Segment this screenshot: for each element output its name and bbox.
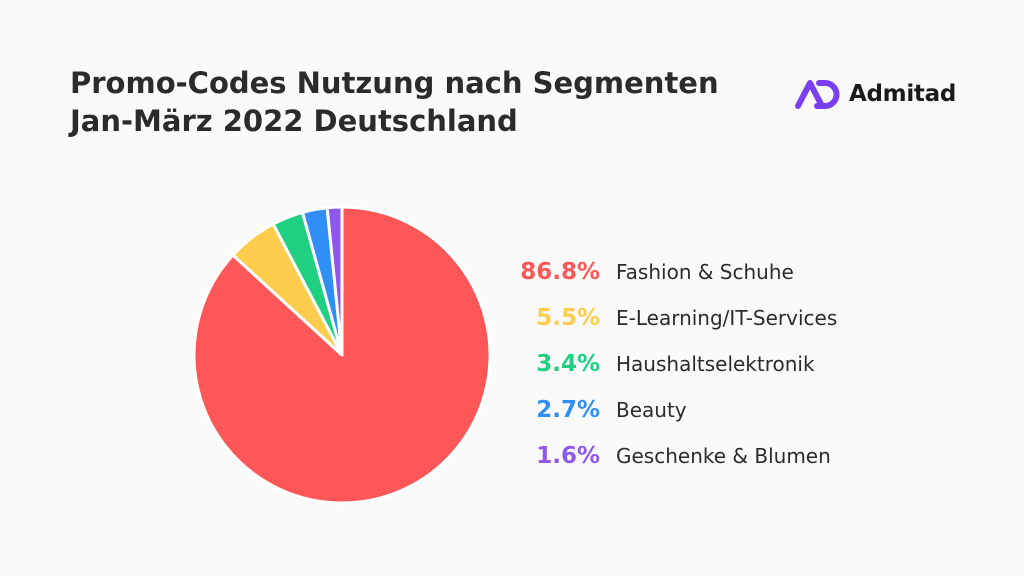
legend-percent: 3.4% xyxy=(536,351,600,377)
legend-percent: 86.8% xyxy=(520,259,600,285)
legend-percent: 1.6% xyxy=(536,443,600,469)
brand-name: Admitad xyxy=(849,81,956,107)
brand-logo: Admitad xyxy=(795,78,956,110)
legend-item: 5.5% E-Learning/IT-Services xyxy=(500,295,837,341)
legend-item: 2.7% Beauty xyxy=(500,387,837,433)
chart-title: Promo-Codes Nutzung nach Segmenten Jan-M… xyxy=(70,64,719,140)
pie-slice-4 xyxy=(325,205,344,357)
legend-label: E-Learning/IT-Services xyxy=(616,306,838,330)
chart-legend: 86.8% Fashion & Schuhe 5.5% E-Learning/IT-S… xyxy=(500,249,837,479)
legend-item: 86.8% Fashion & Schuhe xyxy=(500,249,837,295)
chart-title-line-1: Promo-Codes Nutzung nach Segmenten xyxy=(70,66,719,100)
pie-chart xyxy=(192,205,492,505)
admitad-ad-logo-icon xyxy=(795,80,840,109)
legend-label: Geschenke & Blumen xyxy=(616,444,831,468)
chart-title-line-2: Jan-März 2022 Deutschland xyxy=(70,104,518,138)
legend-label: Fashion & Schuhe xyxy=(616,260,794,284)
legend-label: Haushaltselektronik xyxy=(616,352,815,376)
legend-percent: 5.5% xyxy=(536,305,600,331)
legend-percent: 2.7% xyxy=(536,397,600,423)
legend-item: 3.4% Haushaltselektronik xyxy=(500,341,837,387)
legend-label: Beauty xyxy=(616,398,687,422)
legend-item: 1.6% Geschenke & Blumen xyxy=(500,433,837,479)
